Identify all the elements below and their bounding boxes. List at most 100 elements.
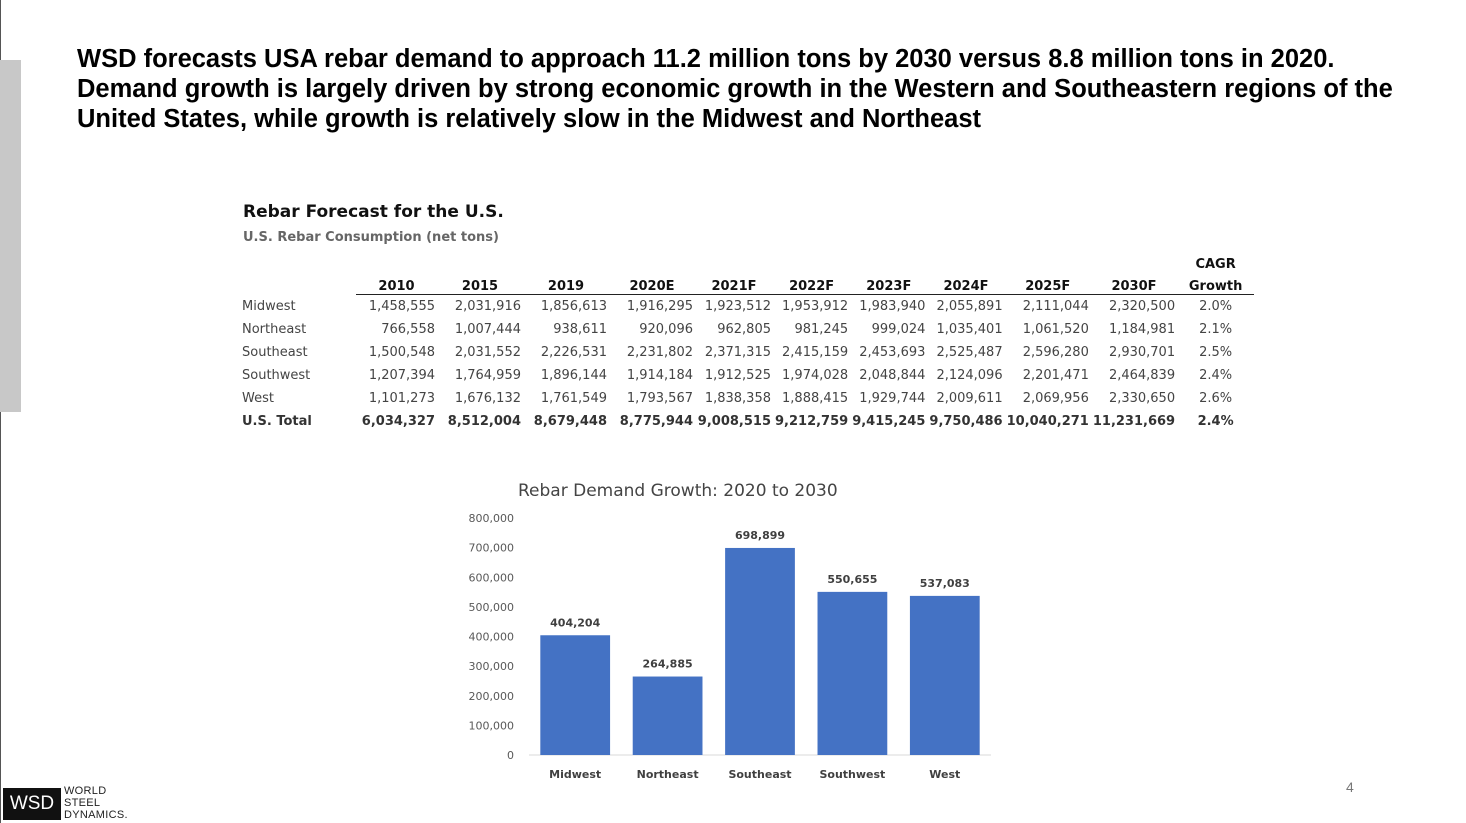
table-cell: 981,245: [794, 322, 849, 337]
table-cell: 1,458,555: [368, 299, 435, 314]
table-cell: 1,838,358: [704, 391, 771, 406]
bar: [725, 547, 795, 755]
table-cell: 2,031,552: [454, 345, 521, 360]
table-cell: 1,916,295: [626, 299, 693, 314]
column-header: 2021F: [695, 272, 773, 295]
row-label: Northeast: [242, 322, 307, 337]
table-cell: 766,558: [381, 322, 435, 337]
table-cell: 2,415,159: [782, 345, 849, 360]
x-category-label: West: [929, 768, 960, 781]
rebar-demand-growth-chart: 0 100,000 200,000 300,000 400,000 500,000 600,…: [469, 512, 991, 781]
x-category-label: Midwest: [549, 768, 601, 781]
table-row: West 1,101,273 1,676,132 1,761,549 1,793,567…: [238, 387, 1254, 410]
table-cell: 2,453,693: [859, 345, 926, 360]
column-header: 2010: [356, 272, 437, 295]
table-cell: 8,512,004: [447, 414, 521, 429]
table-cell: 1,500,548: [368, 345, 435, 360]
table-cell: 10,040,271: [1006, 414, 1089, 429]
cagr-cell: 2.5%: [1199, 345, 1233, 360]
table-cell: 938,611: [553, 322, 607, 337]
cagr-cell: 2.4%: [1197, 414, 1234, 429]
bar: [632, 676, 703, 755]
table-cell: 9,750,486: [929, 414, 1003, 429]
cagr-cell: 2.6%: [1199, 391, 1233, 406]
table-title: Rebar Forecast for the U.S.: [243, 202, 504, 222]
table-row: Midwest 1,458,555 2,031,916 1,856,613 1,916,…: [238, 295, 1254, 319]
table-cell: 1,035,401: [936, 322, 1003, 337]
bar: [540, 635, 611, 755]
table-cell: 2,930,701: [1108, 345, 1176, 360]
cagr-header: CAGR: [1195, 257, 1236, 272]
table-cell: 2,371,315: [704, 345, 771, 360]
row-label: Southwest: [242, 368, 311, 383]
column-header: 2019: [523, 272, 609, 295]
x-category-label: Northeast: [637, 768, 699, 781]
table-cell: 2,464,839: [1108, 368, 1176, 383]
slide-headline: WSD forecasts USA rebar demand to approa…: [77, 45, 1393, 133]
y-tick-label: 700,000: [469, 542, 515, 555]
table-cell: 8,775,944: [619, 414, 693, 429]
chart-title: Rebar Demand Growth: 2020 to 2030: [518, 481, 838, 501]
cagr-cell: 2.0%: [1199, 299, 1233, 314]
row-label: West: [242, 391, 274, 406]
table-cell: 1,896,144: [540, 368, 607, 383]
table-cell: 1,793,567: [626, 391, 693, 406]
column-header: 2030F: [1090, 272, 1178, 295]
x-category-label: Southeast: [728, 768, 791, 781]
logo-line-steel: STEEL: [64, 797, 101, 809]
table-cell: 1,207,394: [368, 368, 435, 383]
table-cell: 2,124,096: [936, 368, 1003, 383]
bar-data-label: 550,655: [827, 573, 877, 586]
table-cell: 2,525,487: [936, 345, 1003, 360]
table-cell: 2,055,891: [936, 299, 1003, 314]
table-cell: 2,009,611: [936, 391, 1003, 406]
table-cell: 2,231,802: [626, 345, 693, 360]
table-cell: 1,101,273: [368, 391, 435, 406]
page-number: 4: [1346, 779, 1354, 795]
logo-line-world: WORLD: [64, 785, 107, 797]
table-cell: 9,212,759: [775, 414, 849, 429]
table-cell: 1,184,981: [1108, 322, 1176, 337]
table-row: Southeast 1,500,548 2,031,552 2,226,531 2,23…: [238, 341, 1254, 364]
table-cell: 1,761,549: [540, 391, 607, 406]
table-row: Northeast 766,558 1,007,444 938,611 920,096 9…: [238, 318, 1254, 341]
table-cell: 2,048,844: [859, 368, 926, 383]
table-cell: 1,912,525: [704, 368, 771, 383]
table-cell: 1,061,520: [1022, 322, 1089, 337]
table-row: Southwest 1,207,394 1,764,959 1,896,144 1,91…: [238, 364, 1254, 387]
table-cell: 2,596,280: [1022, 345, 1089, 360]
table-cell: 1,914,184: [626, 368, 693, 383]
table-cell: 1,923,512: [704, 299, 771, 314]
column-header: 2023F: [850, 272, 928, 295]
table-cell: 9,008,515: [697, 414, 771, 429]
table-cell: 2,069,956: [1022, 391, 1089, 406]
table-cell: 2,320,500: [1108, 299, 1176, 314]
y-tick-label: 400,000: [469, 631, 515, 644]
logo-mark: WSD: [3, 788, 61, 820]
column-header: 2020E: [609, 272, 695, 295]
bar-data-label: 698,899: [735, 529, 785, 542]
table-cell: 6,034,327: [361, 414, 435, 429]
column-header: 2024F: [927, 272, 1005, 295]
x-category-label: Southwest: [819, 768, 885, 781]
table-cell: 962,805: [717, 322, 771, 337]
table-cell: 920,096: [639, 322, 693, 337]
y-tick-label: 200,000: [469, 690, 515, 703]
table-cell: 2,226,531: [540, 345, 607, 360]
table-cell: 8,679,448: [533, 414, 607, 429]
table-row: U.S. Total 6,034,327 8,512,004 8,679,448 8,7…: [238, 410, 1254, 433]
column-header: 2022F: [773, 272, 851, 295]
bar-data-label: 264,885: [643, 658, 693, 671]
column-header: Growth: [1177, 272, 1255, 295]
y-tick-label: 100,000: [469, 719, 515, 732]
table-cell: 2,111,044: [1022, 299, 1089, 314]
table-cell: 1,929,744: [859, 391, 926, 406]
table-cell: 1,953,912: [782, 299, 849, 314]
table-cell: 1,974,028: [782, 368, 849, 383]
y-tick-label: 0: [507, 749, 514, 762]
logo-line-dynamics: DYNAMICS.: [64, 809, 128, 821]
bar-data-label: 404,204: [550, 616, 600, 629]
table-cell: 999,024: [871, 322, 926, 337]
column-header: 2025F: [1004, 272, 1091, 295]
table-cell: 2,031,916: [454, 299, 521, 314]
